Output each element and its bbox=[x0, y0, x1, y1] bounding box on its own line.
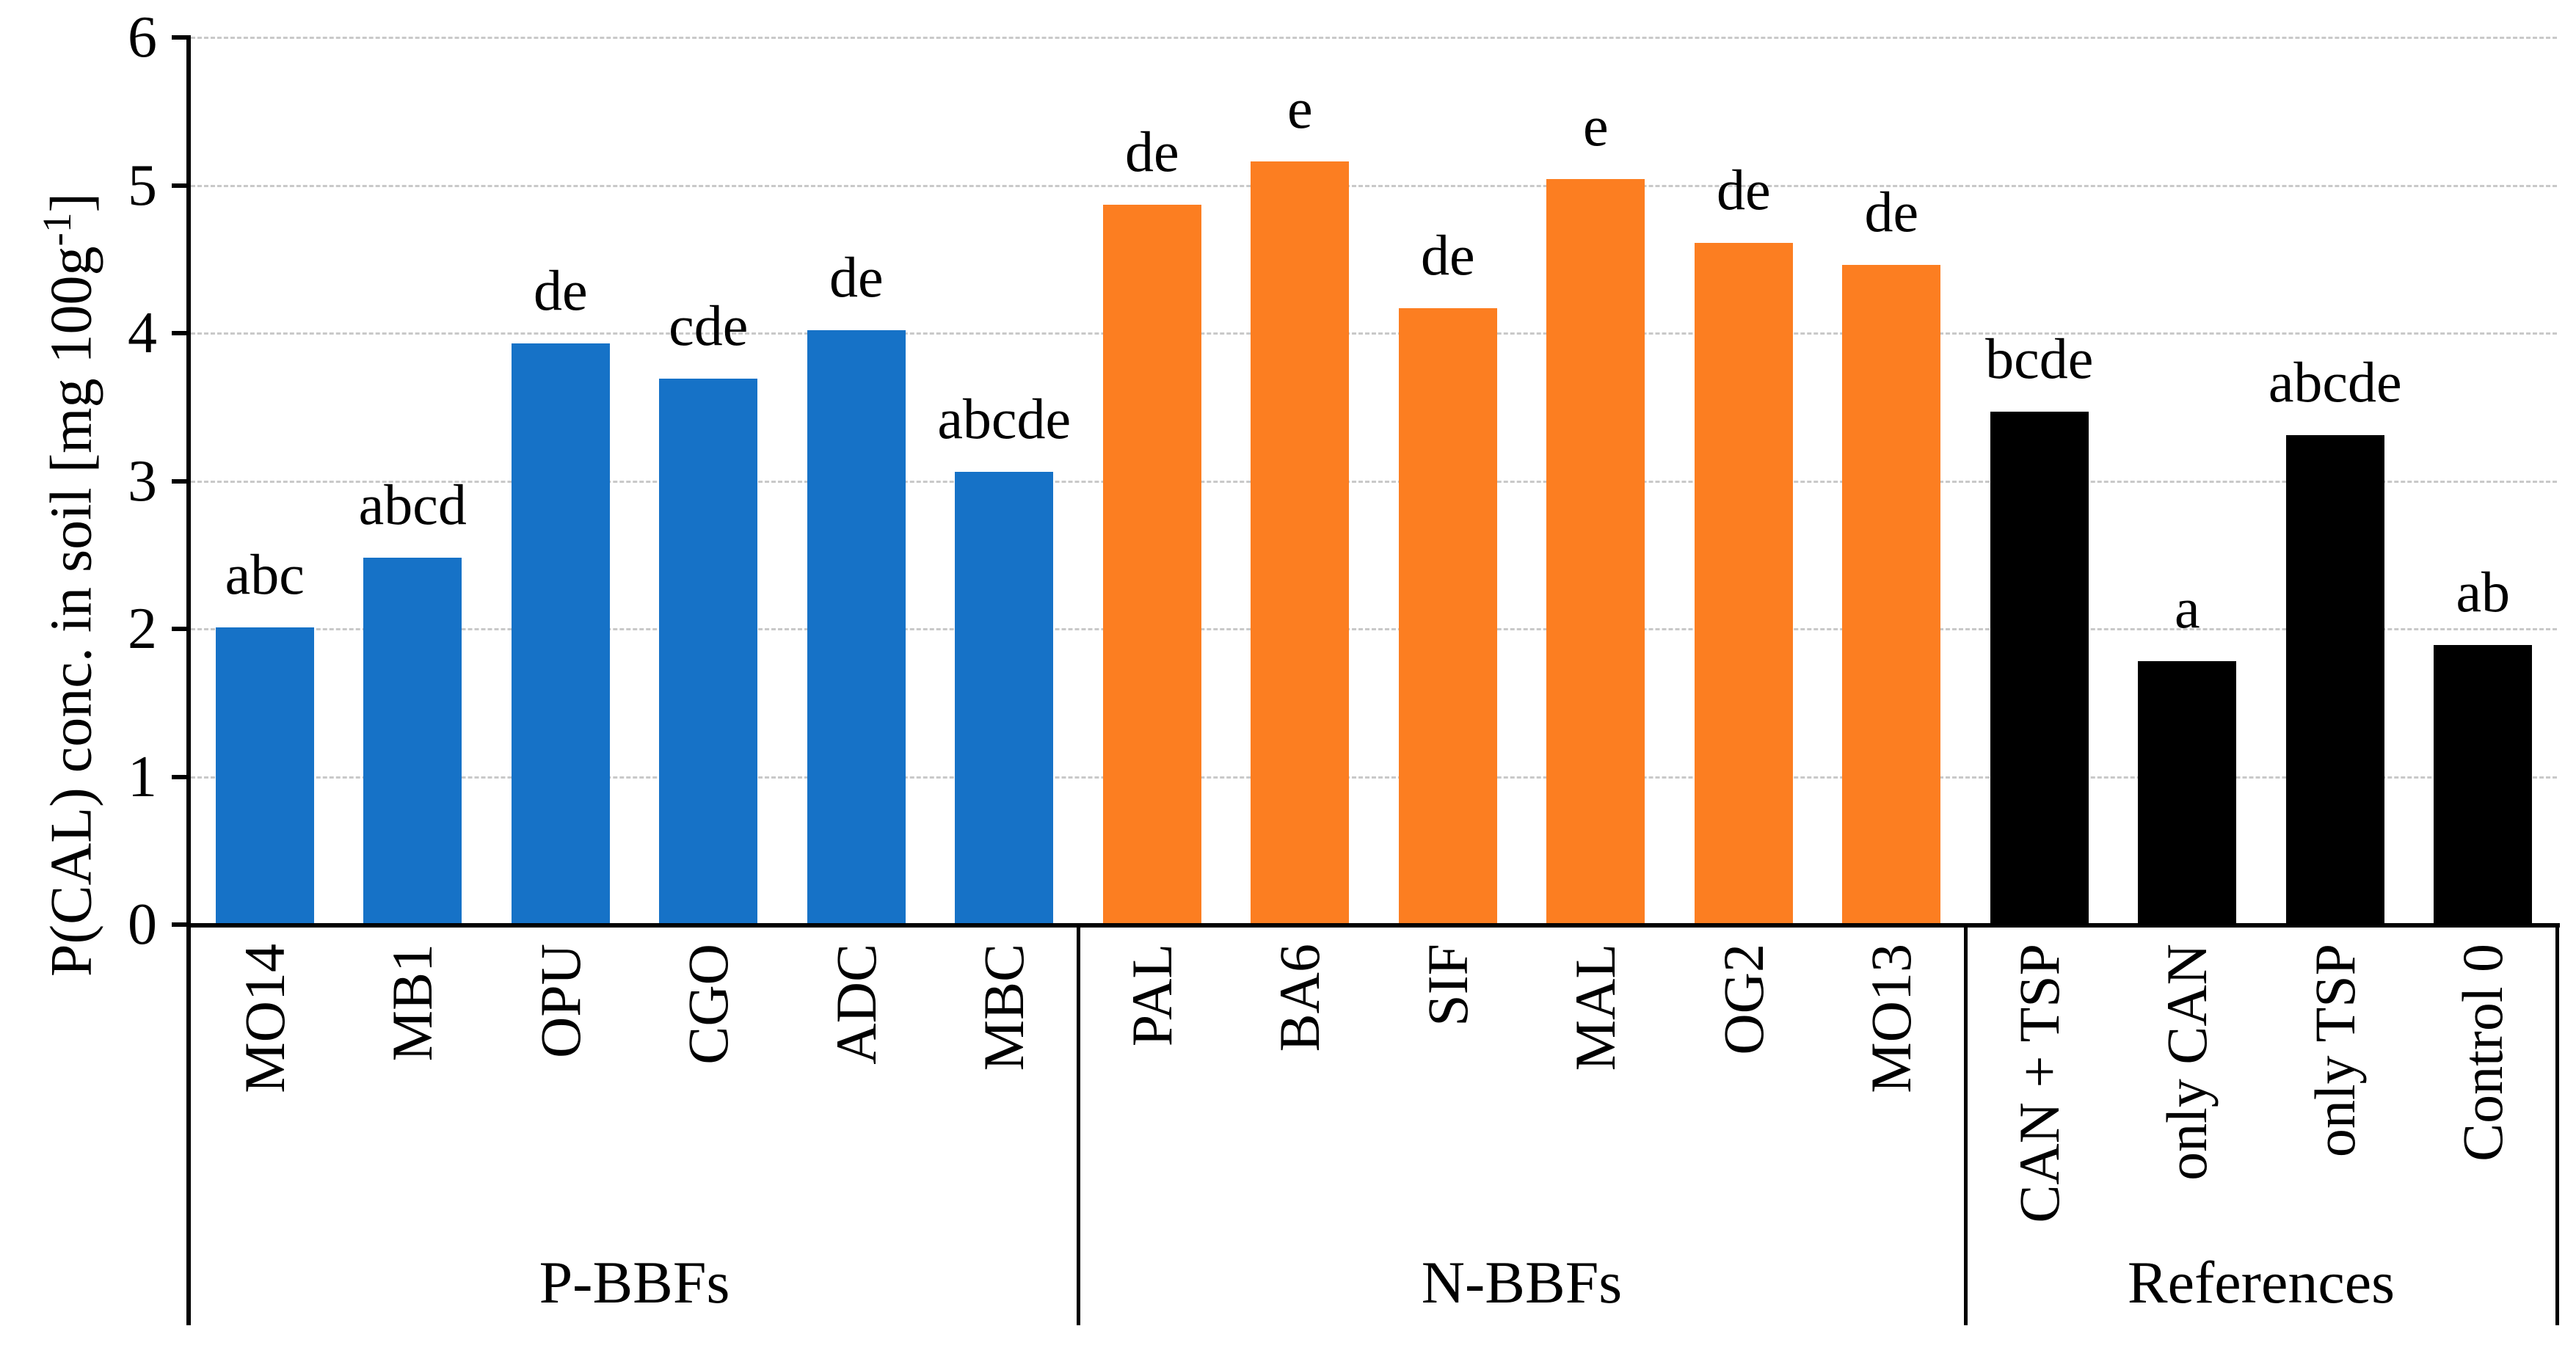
bar-only-can bbox=[2138, 661, 2237, 925]
bar-mbc bbox=[955, 472, 1054, 925]
significance-letters: de bbox=[1716, 158, 1771, 222]
y-tick-mark bbox=[172, 331, 191, 335]
gridline bbox=[191, 37, 2557, 39]
gridline bbox=[191, 480, 2557, 483]
bar-og2 bbox=[1694, 243, 1793, 925]
bar-mo14 bbox=[215, 627, 314, 925]
y-tick-label: 6 bbox=[128, 5, 157, 70]
y-tick-mark bbox=[172, 627, 191, 631]
significance-letters: e bbox=[1287, 76, 1313, 141]
significance-letters: a bbox=[2174, 576, 2200, 641]
significance-letters: ab bbox=[2456, 560, 2511, 624]
bar-cgo bbox=[659, 379, 758, 925]
bar-ba6 bbox=[1251, 161, 1350, 925]
bar-sif bbox=[1398, 307, 1497, 925]
bar-pal bbox=[1102, 204, 1201, 925]
significance-letters: de bbox=[829, 244, 884, 309]
y-tick-label: 4 bbox=[128, 301, 157, 365]
significance-letters: de bbox=[1124, 119, 1179, 183]
x-axis-line bbox=[186, 923, 2560, 928]
significance-letters: e bbox=[1582, 94, 1609, 159]
significance-letters: cde bbox=[669, 294, 749, 358]
significance-letters: abc bbox=[225, 542, 305, 606]
bar-control-0 bbox=[2434, 645, 2533, 925]
group-divider-line bbox=[2555, 925, 2559, 1325]
bar-adc bbox=[807, 329, 906, 925]
group-divider-line bbox=[1964, 925, 1968, 1325]
gridline bbox=[191, 184, 2557, 187]
gridline bbox=[191, 776, 2557, 779]
group-label: P-BBFs bbox=[539, 1249, 730, 1316]
significance-letters: abcde bbox=[937, 387, 1071, 451]
y-tick-mark bbox=[172, 478, 191, 484]
y-tick-label: 5 bbox=[128, 153, 157, 218]
y-tick-mark bbox=[172, 183, 191, 188]
y-axis-line bbox=[186, 35, 191, 1325]
y-tick-label: 1 bbox=[128, 744, 157, 809]
group-label: N-BBFs bbox=[1421, 1249, 1623, 1316]
significance-letters: abcd bbox=[358, 473, 467, 537]
bar-mo13 bbox=[1842, 265, 1941, 925]
bar-opu bbox=[511, 343, 610, 925]
y-tick-mark bbox=[172, 922, 191, 927]
y-tick-label: 3 bbox=[128, 448, 157, 514]
significance-letters: de bbox=[1864, 180, 1919, 244]
y-tick-mark bbox=[172, 35, 191, 40]
y-tick-mark bbox=[172, 774, 191, 779]
significance-letters: abcde bbox=[2268, 350, 2402, 415]
gridline bbox=[191, 332, 2557, 335]
bar-only-tsp bbox=[2285, 435, 2384, 925]
bar-mal bbox=[1546, 179, 1645, 925]
significance-letters: bcde bbox=[1985, 326, 2094, 390]
significance-letters: de bbox=[1420, 222, 1475, 287]
bar-mb1 bbox=[363, 558, 462, 925]
significance-letters: de bbox=[533, 258, 588, 323]
y-tick-label: 0 bbox=[128, 892, 157, 957]
group-divider-line bbox=[1077, 925, 1080, 1325]
bar-can-+-tsp bbox=[1990, 411, 2089, 925]
y-tick-label: 2 bbox=[128, 597, 157, 661]
gridline bbox=[191, 628, 2557, 630]
group-label: References bbox=[2127, 1249, 2395, 1316]
